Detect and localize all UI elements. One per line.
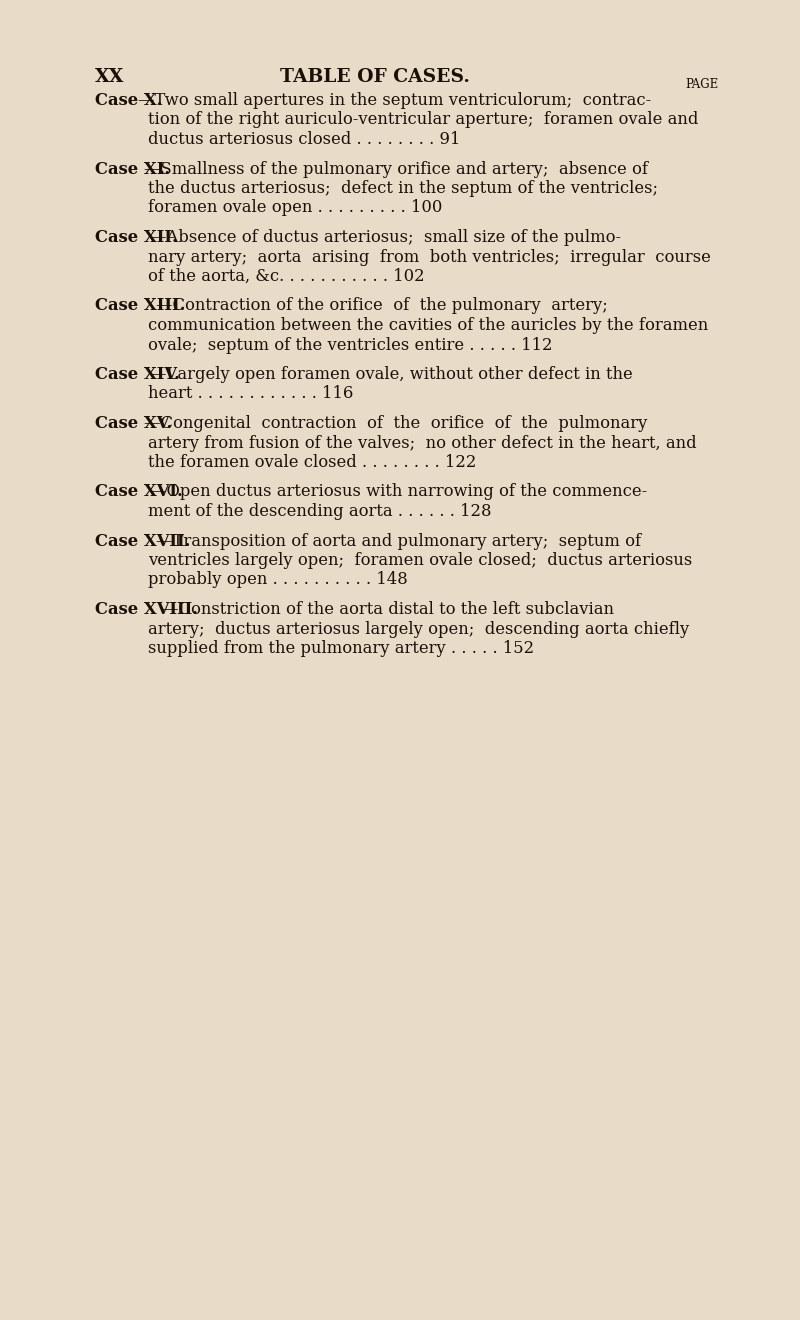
- Text: foramen ovale open . . . . . . . . . 100: foramen ovale open . . . . . . . . . 100: [148, 199, 442, 216]
- Text: Case XVII.: Case XVII.: [95, 532, 190, 549]
- Text: the ductus arteriosus;  defect in the septum of the ventricles;: the ductus arteriosus; defect in the sep…: [148, 180, 658, 197]
- Text: Case XII.: Case XII.: [95, 228, 178, 246]
- Text: Case XIV.: Case XIV.: [95, 366, 180, 383]
- Text: ovale;  septum of the ventricles entire . . . . . 112: ovale; septum of the ventricles entire .…: [148, 337, 553, 354]
- Text: —Congenital  contraction  of  the  orifice  of  the  pulmonary: —Congenital contraction of the orifice o…: [144, 414, 647, 432]
- Text: heart . . . . . . . . . . . . 116: heart . . . . . . . . . . . . 116: [148, 385, 354, 403]
- Text: TABLE OF CASES.: TABLE OF CASES.: [280, 69, 470, 86]
- Text: XX: XX: [95, 69, 125, 86]
- Text: the foramen ovale closed . . . . . . . . 122: the foramen ovale closed . . . . . . . .…: [148, 454, 476, 471]
- Text: ductus arteriosus closed . . . . . . . . 91: ductus arteriosus closed . . . . . . . .…: [148, 131, 460, 148]
- Text: supplied from the pulmonary artery . . . . . 152: supplied from the pulmonary artery . . .…: [148, 640, 534, 657]
- Text: Case XVIII.: Case XVIII.: [95, 601, 198, 618]
- Text: Case XI.: Case XI.: [95, 161, 170, 177]
- Text: ment of the descending aorta . . . . . . 128: ment of the descending aorta . . . . . .…: [148, 503, 491, 520]
- Text: —Absence of ductus arteriosus;  small size of the pulmo-: —Absence of ductus arteriosus; small siz…: [150, 228, 622, 246]
- Text: —Contraction of the orifice  of  the pulmonary  artery;: —Contraction of the orifice of the pulmo…: [156, 297, 608, 314]
- Text: artery;  ductus arteriosus largely open;  descending aorta chiefly: artery; ductus arteriosus largely open; …: [148, 620, 690, 638]
- Text: ventricles largely open;  foramen ovale closed;  ductus arteriosus: ventricles largely open; foramen ovale c…: [148, 552, 692, 569]
- Text: PAGE: PAGE: [685, 78, 718, 91]
- Text: Case XVI.: Case XVI.: [95, 483, 182, 500]
- Text: —Constriction of the aorta distal to the left subclavian: —Constriction of the aorta distal to the…: [162, 601, 614, 618]
- Text: Case XIII.: Case XIII.: [95, 297, 186, 314]
- Text: —Open ductus arteriosus with narrowing of the commence-: —Open ductus arteriosus with narrowing o…: [150, 483, 647, 500]
- Text: Case XV.: Case XV.: [95, 414, 172, 432]
- Text: —Largely open foramen ovale, without other defect in the: —Largely open foramen ovale, without oth…: [150, 366, 633, 383]
- Text: communication between the cavities of the auricles by the foramen: communication between the cavities of th…: [148, 317, 708, 334]
- Text: artery from fusion of the valves;  no other defect in the heart, and: artery from fusion of the valves; no oth…: [148, 434, 697, 451]
- Text: —Two small apertures in the septum ventriculorum;  contrac-: —Two small apertures in the septum ventr…: [138, 92, 651, 110]
- Text: probably open . . . . . . . . . . 148: probably open . . . . . . . . . . 148: [148, 572, 408, 589]
- Text: tion of the right auriculo-ventricular aperture;  foramen ovale and: tion of the right auriculo-ventricular a…: [148, 111, 698, 128]
- Text: of the aorta, &c. . . . . . . . . . . 102: of the aorta, &c. . . . . . . . . . . 10…: [148, 268, 425, 285]
- Text: —Smallness of the pulmonary orifice and artery;  absence of: —Smallness of the pulmonary orifice and …: [144, 161, 648, 177]
- Text: Case X.: Case X.: [95, 92, 162, 110]
- Text: —Transposition of aorta and pulmonary artery;  septum of: —Transposition of aorta and pulmonary ar…: [156, 532, 642, 549]
- Text: nary artery;  aorta  arising  from  both ventricles;  irregular  course: nary artery; aorta arising from both ven…: [148, 248, 711, 265]
